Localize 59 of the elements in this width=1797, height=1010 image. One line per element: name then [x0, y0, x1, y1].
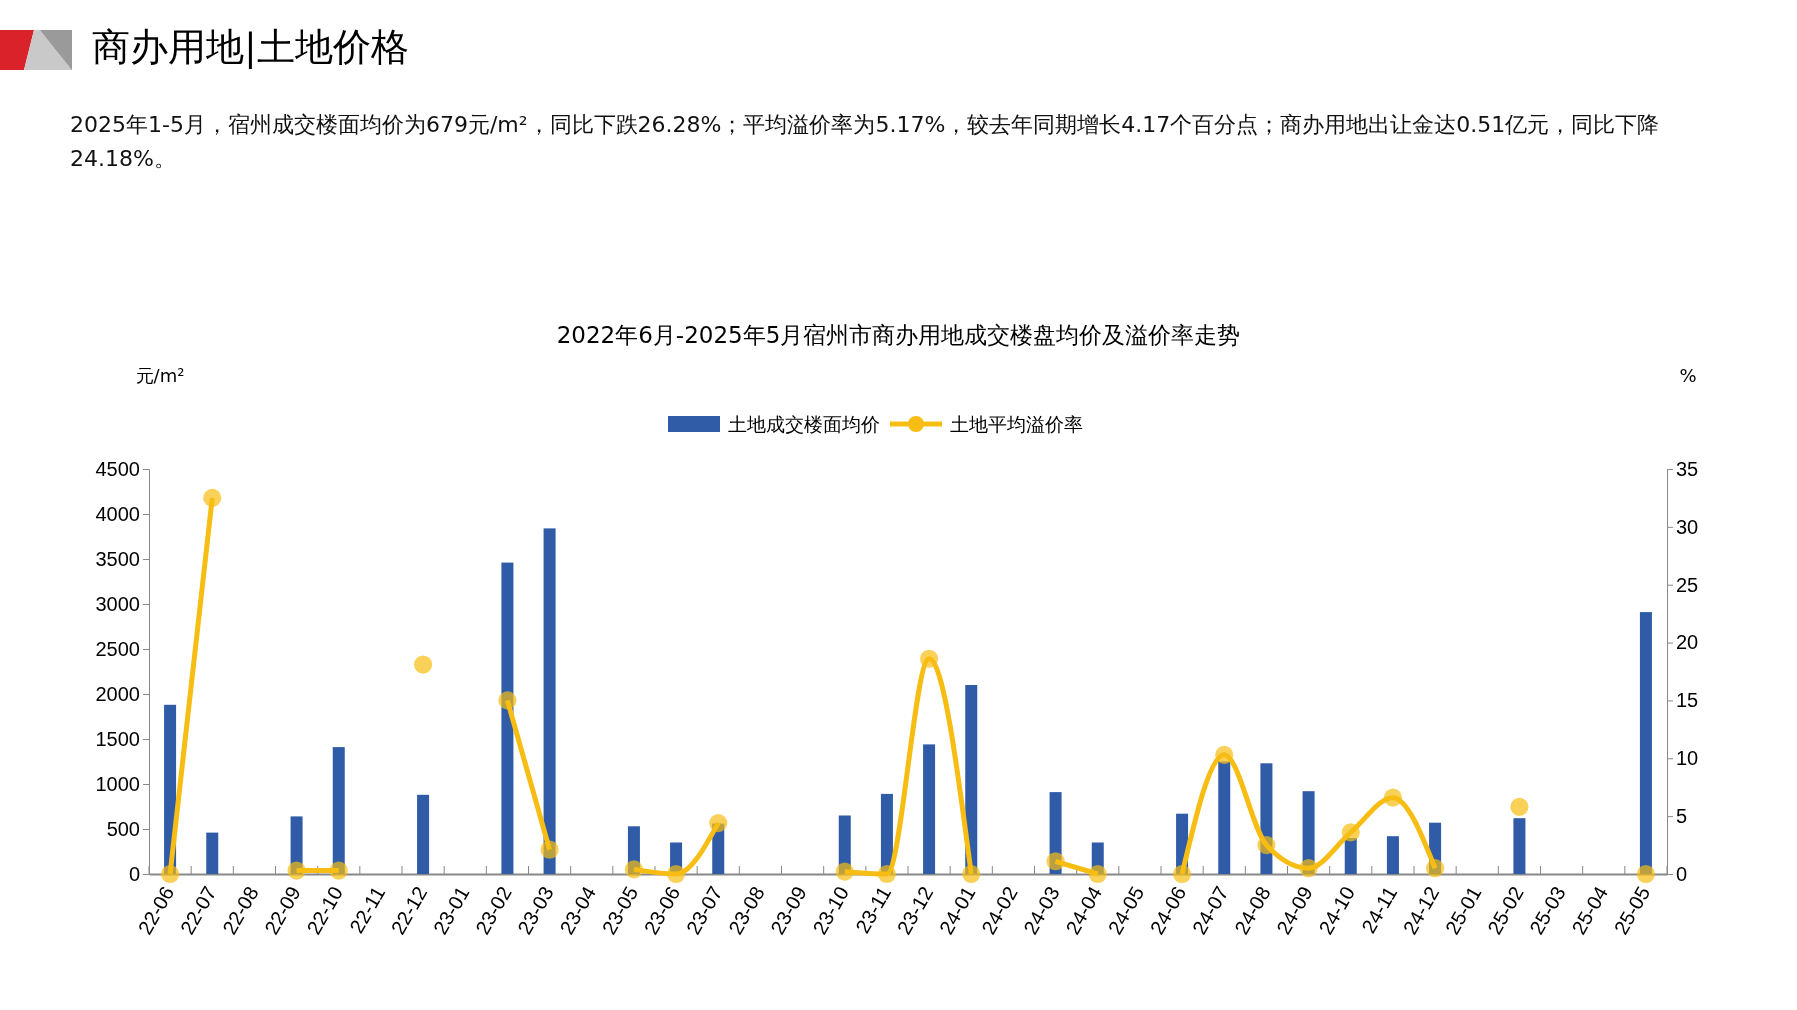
point: [1172, 864, 1192, 884]
point: [413, 655, 433, 674]
point: [877, 864, 897, 884]
text: 2025年1-5月，宿州成交楼面均价为679元/m²，同比下跌26.28%；平均溢价率为5.17%，较去年同期增长4.17个百分点；商办用地出让金达0.51亿元，同比下降24.18%。: [70, 111, 1661, 173]
point: [160, 864, 180, 884]
point: [1636, 864, 1656, 884]
y2-tick-label: 10: [1676, 747, 1699, 770]
point: [498, 691, 517, 710]
bar: [543, 528, 556, 874]
point: [1046, 852, 1065, 871]
y2-tick-label: 20: [1676, 631, 1699, 654]
point: [1257, 835, 1276, 855]
point: [203, 488, 222, 508]
legend-label: 土地平均溢价率: [950, 413, 1083, 435]
point: [1341, 823, 1360, 842]
point: [1299, 859, 1318, 878]
y-tick-label: 4000: [95, 502, 140, 525]
point: [1383, 788, 1403, 807]
y2-tick-label: 30: [1676, 515, 1699, 538]
point: [709, 814, 728, 833]
y2-tick-label: 25: [1676, 573, 1699, 596]
y-tick-label: 1500: [95, 727, 140, 750]
bar: [417, 794, 430, 874]
y-tick-label: 500: [106, 817, 140, 840]
bar: [1513, 818, 1526, 874]
y-tick-label: 3000: [95, 592, 140, 615]
y-axis-title: 元/m²: [135, 365, 185, 386]
point: [329, 861, 348, 880]
point: [1425, 859, 1445, 878]
point: [287, 861, 306, 880]
y-tick-label: 4500: [95, 457, 140, 480]
text: 商办用地|土地价格: [92, 25, 409, 69]
chart-title: 2022年6月-2025年5月宿州市商办用地成交楼盘均价及溢价率走势: [556, 322, 1241, 348]
y2-tick-label: 0: [1676, 862, 1688, 885]
y2-tick-label: 5: [1676, 805, 1688, 828]
point: [666, 864, 686, 884]
y-tick-label: 2000: [95, 682, 140, 705]
point: [919, 649, 939, 668]
bar: [501, 562, 514, 874]
point: [1215, 745, 1234, 764]
bar: [923, 744, 936, 874]
y-tick-label: 1000: [95, 772, 140, 795]
point: [835, 862, 854, 881]
legend-label: 土地成交楼面均价: [728, 413, 880, 435]
bar: [1344, 838, 1357, 874]
y2-axis-title: %: [1679, 365, 1697, 386]
bar: [1386, 836, 1399, 874]
y-tick-label: 3500: [95, 547, 140, 570]
point: [1510, 797, 1529, 816]
point: [962, 864, 981, 884]
bar: [206, 832, 219, 874]
y-tick-label: 0: [128, 862, 140, 885]
y2-tick-label: 35: [1676, 457, 1699, 480]
point: [624, 860, 644, 879]
y-tick-label: 2500: [95, 637, 140, 660]
point: [540, 840, 559, 859]
y2-tick-label: 15: [1676, 689, 1699, 712]
point: [1088, 864, 1107, 884]
bar: [1218, 761, 1231, 874]
